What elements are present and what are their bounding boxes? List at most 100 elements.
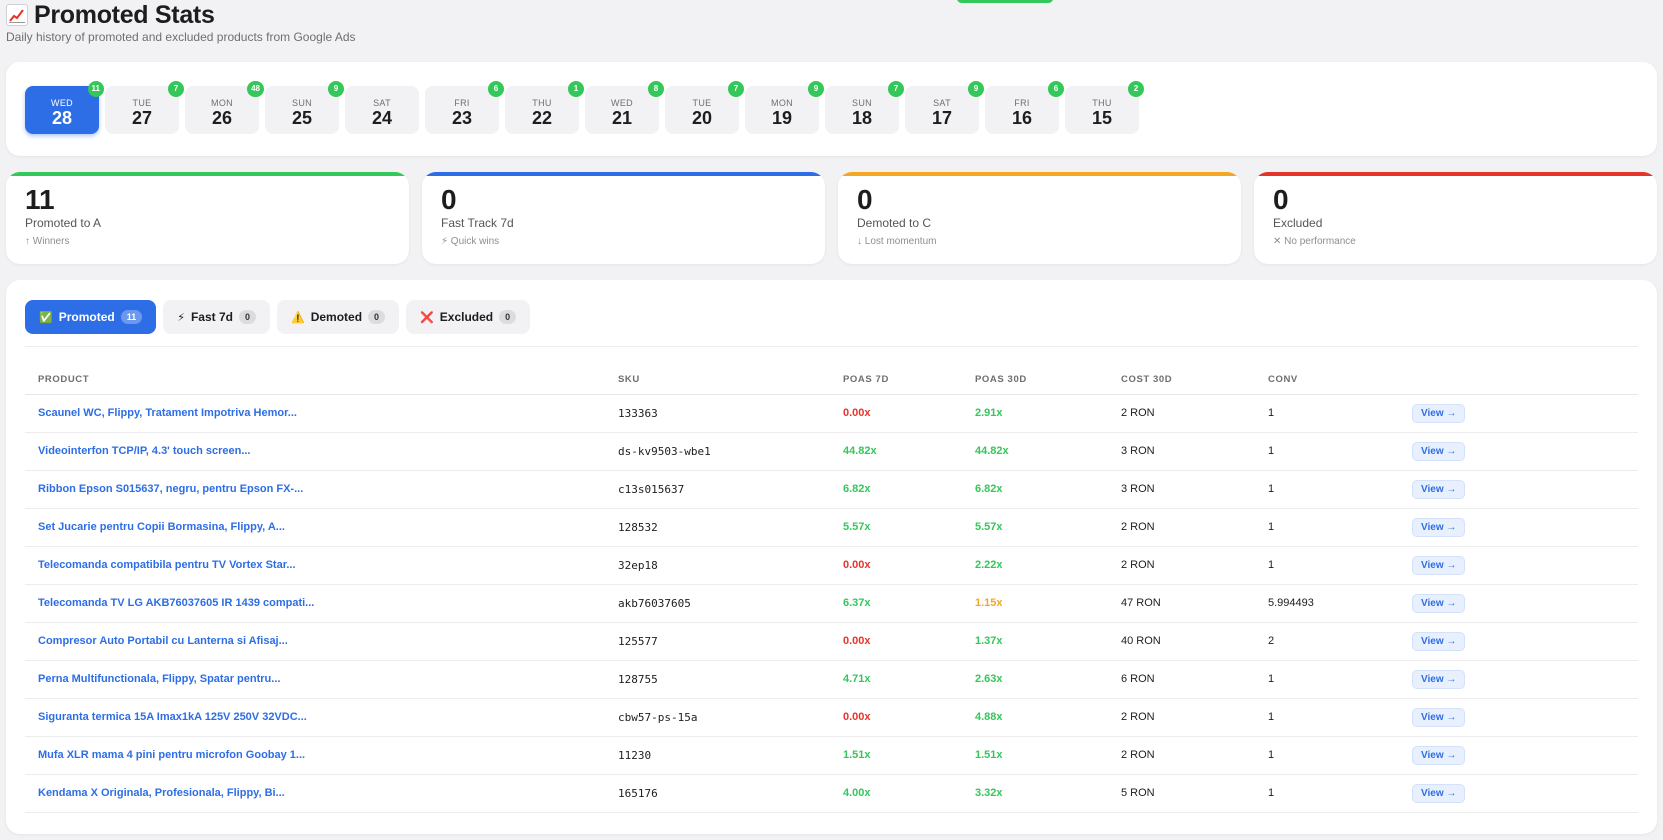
- view-button[interactable]: View →: [1412, 555, 1466, 575]
- product-name-link[interactable]: Set Jucarie pentru Copii Bormasina, Flip…: [25, 508, 605, 547]
- day-weekday: WED: [611, 98, 633, 108]
- tab-icon: ⚡: [177, 311, 185, 324]
- day-weekday: WED: [51, 98, 73, 108]
- view-button[interactable]: View →: [1412, 479, 1466, 499]
- day-number: 23: [451, 108, 473, 128]
- product-name-link[interactable]: Ribbon Epson S015637, negru, pentru Epso…: [25, 470, 605, 509]
- day-tab-18[interactable]: SUN 18 7: [825, 81, 904, 134]
- poas-7d-cell: 0.00x: [830, 622, 962, 661]
- day-number: 25: [291, 108, 313, 128]
- product-name-link[interactable]: Siguranta termica 15A Imax1kA 125V 250V …: [25, 698, 605, 737]
- sku-cell: 128755: [605, 660, 830, 699]
- view-button[interactable]: View →: [1412, 669, 1466, 689]
- product-name-link[interactable]: Mufa XLR mama 4 pini pentru microfon Goo…: [25, 736, 605, 775]
- sku-cell: 11230: [605, 736, 830, 775]
- view-button[interactable]: View →: [1412, 403, 1466, 423]
- day-tab-23[interactable]: FRI 23 6: [425, 81, 504, 134]
- day-weekday: FRI: [1014, 98, 1030, 108]
- stat-card-promoted: 11 Promoted to A ↑ Winners: [6, 172, 409, 264]
- tab-demoted[interactable]: ⚠️ Demoted 0: [277, 300, 400, 334]
- day-tab-20[interactable]: TUE 20 7: [665, 81, 744, 134]
- day-count-badge: 7: [728, 81, 744, 97]
- stat-value: 0: [1273, 184, 1289, 215]
- view-button[interactable]: View →: [1412, 707, 1466, 727]
- product-name-link[interactable]: Telecomanda TV LG AKB76037605 IR 1439 co…: [25, 584, 605, 623]
- tab-promoted[interactable]: ✅ Promoted 11: [25, 300, 157, 334]
- table-row: Mufa XLR mama 4 pini pentru microfon Goo…: [25, 736, 1638, 775]
- page-title: Promoted Stats: [6, 0, 356, 30]
- day-tab-16[interactable]: FRI 16 6: [985, 81, 1064, 134]
- poas-7d-cell: 4.71x: [830, 660, 962, 699]
- filter-tabs: ✅ Promoted 11 ⚡ Fast 7d 0 ⚠️ Demoted 0 ❌ Excluded 0: [25, 300, 531, 334]
- cost-30d-cell: 5 RON: [1108, 774, 1255, 813]
- stat-accent-bar: [1254, 172, 1657, 176]
- day-number: 18: [851, 108, 873, 128]
- product-name-link[interactable]: Kendama X Originala, Profesionala, Flipp…: [25, 774, 605, 813]
- table-row: Siguranta termica 15A Imax1kA 125V 250V …: [25, 698, 1638, 737]
- day-tab-28[interactable]: WED 28 11: [25, 81, 104, 134]
- day-tab-21[interactable]: WED 21 8: [585, 81, 664, 134]
- view-button[interactable]: View →: [1412, 593, 1466, 613]
- day-tab-25[interactable]: SUN 25 9: [265, 81, 344, 134]
- column-header-sku: SKU: [605, 366, 830, 395]
- day-tab-22[interactable]: THU 22 1: [505, 81, 584, 134]
- day-tab-15[interactable]: THU 15 2: [1065, 81, 1144, 134]
- top-indicator: [957, 0, 1053, 3]
- day-number: 22: [531, 108, 553, 128]
- tab-label: Fast 7d: [190, 310, 233, 324]
- view-button[interactable]: View →: [1412, 631, 1466, 651]
- conv-cell: 5.994493: [1255, 584, 1399, 623]
- actions-cell: View →: [1399, 508, 1638, 547]
- day-tab-24[interactable]: SAT 24: [345, 86, 419, 134]
- poas-7d-cell: 6.37x: [830, 584, 962, 623]
- tab-label: Excluded: [439, 310, 494, 324]
- tab-count-badge: 0: [499, 310, 517, 324]
- tab-count-badge: 0: [238, 310, 256, 324]
- product-name-link[interactable]: Perna Multifunctionala, Flippy, Spatar p…: [25, 660, 605, 699]
- stat-card-excluded: 0 Excluded ✕ No performance: [1254, 172, 1657, 264]
- product-name-link[interactable]: Telecomanda compatibila pentru TV Vortex…: [25, 546, 605, 585]
- page-subtitle: Daily history of promoted and excluded p…: [6, 30, 356, 44]
- day-number: 19: [771, 108, 793, 128]
- poas-30d-cell: 2.63x: [962, 660, 1108, 699]
- stat-label: Excluded: [1273, 216, 1323, 230]
- view-button[interactable]: View →: [1412, 783, 1466, 803]
- conv-cell: 1: [1255, 508, 1399, 547]
- tab-excluded[interactable]: ❌ Excluded 0: [406, 300, 531, 334]
- page-header: Promoted Stats Daily history of promoted…: [6, 0, 356, 44]
- cost-30d-cell: 2 RON: [1108, 508, 1255, 547]
- day-tab-19[interactable]: MON 19 9: [745, 81, 824, 134]
- tab-count-badge: 0: [368, 310, 386, 324]
- day-number: 24: [371, 108, 393, 128]
- cost-30d-cell: 3 RON: [1108, 470, 1255, 509]
- day-tab-17[interactable]: SAT 17 9: [905, 81, 984, 134]
- table-row: Perna Multifunctionala, Flippy, Spatar p…: [25, 660, 1638, 699]
- poas-7d-cell: 6.82x: [830, 470, 962, 509]
- product-name-link[interactable]: Videointerfon TCP/IP, 4.3' touch screen.…: [25, 432, 605, 471]
- tab-label: Demoted: [310, 310, 363, 324]
- day-count-badge: 1: [568, 81, 584, 97]
- view-button[interactable]: View →: [1412, 745, 1466, 765]
- product-name-link[interactable]: Compresor Auto Portabil cu Lanterna si A…: [25, 622, 605, 661]
- stat-value: 11: [25, 184, 55, 215]
- poas-7d-cell: 1.51x: [830, 736, 962, 775]
- view-button[interactable]: View →: [1412, 517, 1466, 537]
- sku-cell: ds-kv9503-wbe1: [605, 432, 830, 471]
- column-header-actions: [1399, 366, 1638, 395]
- table-row: Videointerfon TCP/IP, 4.3' touch screen.…: [25, 432, 1638, 471]
- day-tab-26[interactable]: MON 26 48: [185, 81, 264, 134]
- day-tab-27[interactable]: TUE 27 7: [105, 81, 184, 134]
- product-name-link[interactable]: Scaunel WC, Flippy, Tratament Impotriva …: [25, 394, 605, 433]
- day-count-badge: 9: [808, 81, 824, 97]
- stat-label: Promoted to A: [25, 216, 102, 230]
- view-button[interactable]: View →: [1412, 441, 1466, 461]
- day-selector: WED 28 11 TUE 27 7 MON 26 48 SUN 25 9 SAT 24 FRI 23 6 THU…: [25, 81, 1144, 134]
- day-weekday: SUN: [292, 98, 312, 108]
- poas-7d-cell: 4.00x: [830, 774, 962, 813]
- day-weekday: MON: [771, 98, 793, 108]
- day-selector-card: WED 28 11 TUE 27 7 MON 26 48 SUN 25 9 SAT 24 FRI 23 6 THU…: [6, 62, 1657, 156]
- column-header-poas-30d: POAS 30D: [962, 366, 1108, 395]
- stat-subtext: ✕ No performance: [1273, 236, 1356, 247]
- tab-fast-track[interactable]: ⚡ Fast 7d 0: [163, 300, 270, 334]
- stat-card-fast-track: 0 Fast Track 7d ⚡ Quick wins: [422, 172, 825, 264]
